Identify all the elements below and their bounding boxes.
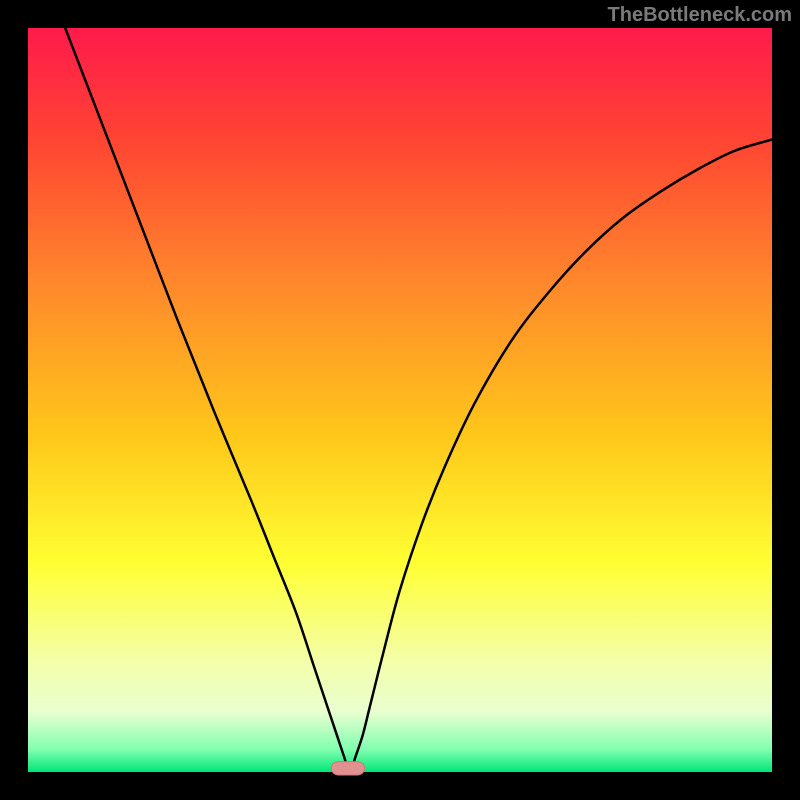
minimum-marker [331,762,364,775]
bottleneck-chart [0,0,800,800]
chart-container: TheBottleneck.com [0,0,800,800]
watermark-text: TheBottleneck.com [608,4,792,27]
plot-area [28,28,772,772]
